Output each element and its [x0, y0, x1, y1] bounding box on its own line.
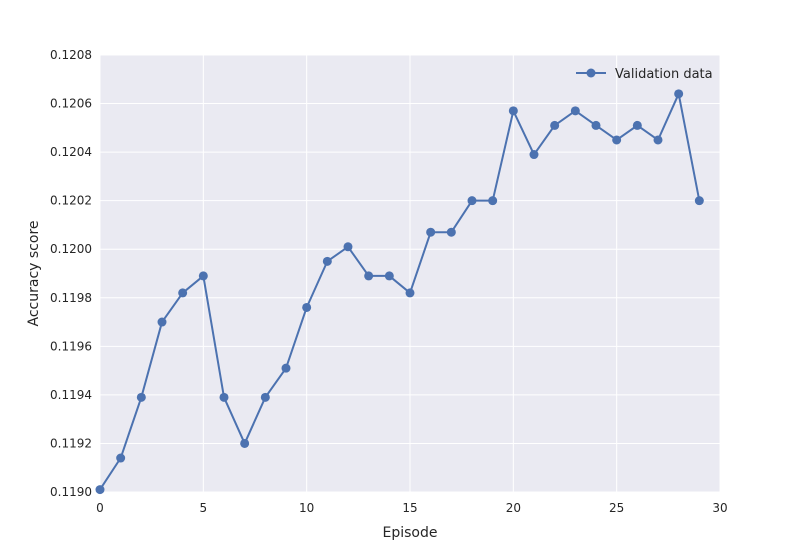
x-axis-label: Episode: [383, 525, 438, 541]
y-tick-label: 0.1200: [50, 242, 92, 256]
data-point: [343, 242, 353, 252]
data-point: [116, 453, 126, 463]
data-point: [570, 106, 580, 116]
y-tick-label: 0.1208: [50, 48, 92, 62]
x-tick-labels: 0 5 10 15 20 25 30: [96, 501, 727, 515]
data-point: [198, 271, 208, 281]
y-tick-label: 0.1204: [50, 145, 92, 159]
x-tick-label: 20: [506, 501, 521, 515]
y-tick-label: 0.1192: [50, 436, 92, 450]
data-point: [364, 271, 374, 281]
data-point: [591, 120, 601, 130]
y-tick-label: 0.1190: [50, 485, 92, 499]
data-point: [240, 438, 250, 448]
data-point: [550, 120, 560, 130]
series-validation-data: [95, 89, 704, 495]
data-point: [281, 363, 291, 373]
y-tick-label: 0.1206: [50, 97, 92, 111]
x-tick-label: 30: [712, 501, 727, 515]
x-tick-label: 10: [299, 501, 314, 515]
data-point: [260, 392, 270, 402]
y-tick-label: 0.1194: [50, 388, 92, 402]
data-point: [136, 392, 146, 402]
x-tick-label: 25: [609, 501, 624, 515]
data-point: [488, 196, 498, 206]
y-tick-label: 0.1202: [50, 194, 92, 208]
data-point: [405, 288, 415, 298]
data-point: [95, 485, 105, 495]
y-axis-label: Accuracy score: [26, 221, 42, 327]
data-point: [446, 227, 456, 237]
y-tick-label: 0.1196: [50, 339, 92, 353]
data-point: [322, 256, 332, 266]
data-point: [302, 302, 312, 312]
data-point: [384, 271, 394, 281]
legend-dot-marker: [586, 68, 596, 78]
y-tick-labels: 0.1190 0.1192 0.1194 0.1196 0.1198 0.1200 0.12…: [50, 48, 92, 499]
data-point: [178, 288, 188, 298]
data-point: [632, 120, 642, 130]
x-tick-label: 0: [96, 501, 104, 515]
data-point: [467, 196, 477, 206]
data-point: [426, 227, 436, 237]
data-point: [674, 89, 684, 99]
data-point: [157, 317, 167, 327]
data-point: [529, 150, 539, 160]
legend-entry-label: Validation data: [615, 67, 713, 82]
data-point: [694, 196, 704, 206]
x-tick-label: 5: [200, 501, 208, 515]
data-point: [508, 106, 518, 116]
data-point: [612, 135, 622, 145]
legend: Validation data: [576, 67, 713, 82]
y-tick-label: 0.1198: [50, 291, 92, 305]
x-tick-label: 15: [402, 501, 417, 515]
grid-lines: [99, 54, 721, 493]
data-point: [219, 392, 229, 402]
data-point: [653, 135, 663, 145]
